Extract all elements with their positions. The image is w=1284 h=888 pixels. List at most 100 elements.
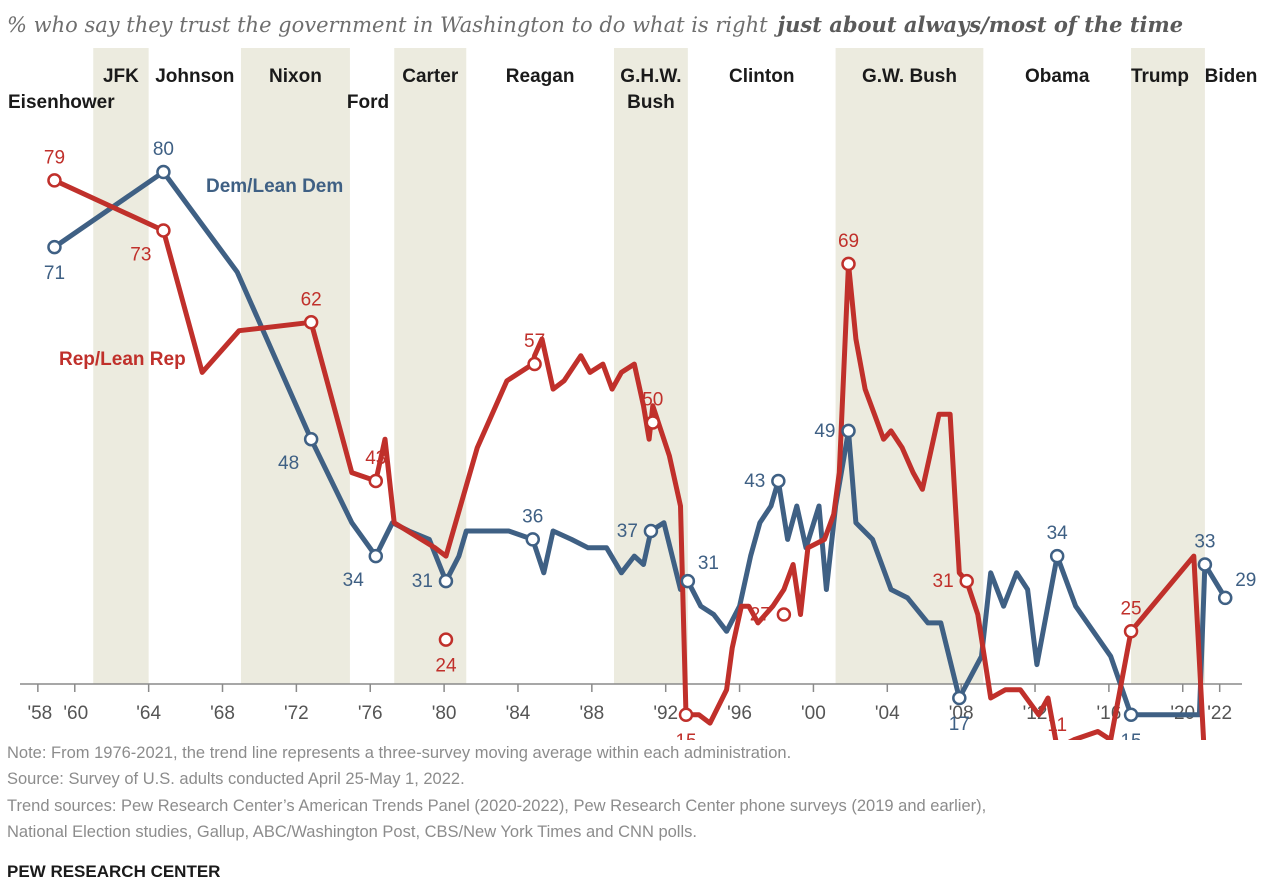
marker-dem-lean-dem-29 [1217, 590, 1233, 606]
data-label-dem-lean-dem-23: 43 [744, 471, 765, 492]
data-label-dem-lean-dem-17: 48 [278, 453, 299, 474]
marker-dem-lean-dem-19 [438, 573, 454, 589]
shade-g-w-bush [835, 48, 984, 684]
marker-rep-lean-rep-6 [645, 415, 661, 430]
data-label-dem-lean-dem-27: 15 [1120, 731, 1141, 740]
marker-dem-lean-dem-28 [1197, 557, 1213, 572]
data-label-rep-lean-rep-0: 79 [44, 147, 65, 168]
data-label-rep-lean-rep-12: 25 [1120, 598, 1141, 619]
series-label-dem: Dem/Lean Dem [206, 176, 343, 197]
president-eisenhower: Eisenhower [8, 92, 115, 113]
pew-research-center-logo: PEW RESEARCH CENTER [7, 862, 221, 881]
data-label-dem-lean-dem-28: 33 [1194, 531, 1215, 552]
trend-sources-line-2: National Election studies, Gallup, ABC/W… [7, 823, 697, 841]
marker-rep-lean-rep-9 [841, 256, 856, 272]
data-label-dem-lean-dem-19: 31 [412, 571, 433, 592]
x-tick-label-1992: '92 [653, 703, 678, 724]
president-g-h-w-bush: G.H.W. Bush [620, 66, 681, 113]
marker-dem-lean-dem-17 [303, 431, 319, 447]
marker-dem-lean-dem-21 [643, 523, 659, 539]
marker-dem-lean-dem-22 [680, 573, 696, 589]
president-nixon: Nixon [269, 66, 322, 87]
data-label-rep-lean-rep-7: 15 [675, 731, 696, 740]
x-tick-label-1968: '68 [210, 703, 235, 724]
line-dem-lean-dem [52, 169, 1228, 718]
president-labels: Eisenhower JFK Johnson Nixon Ford Carter Reaga… [8, 66, 1257, 113]
president-biden: Biden [1205, 66, 1258, 87]
chart-title-plain: % who say they trust the government in W… [7, 13, 768, 37]
president-ford: Ford [347, 92, 389, 113]
marker-dem-lean-dem-24 [841, 423, 856, 439]
chart-title: % who say they trust the government in W… [7, 12, 1183, 37]
president-carter: Carter [402, 66, 459, 87]
x-tick-label-1972: '72 [284, 703, 309, 724]
marker-rep-lean-rep-7 [678, 707, 694, 722]
data-label-rep-lean-rep-3: 43 [365, 448, 386, 469]
x-tick-label-1996: '96 [727, 703, 752, 724]
data-label-rep-lean-rep-1: 73 [130, 244, 151, 265]
shade-jfk [93, 48, 149, 684]
data-label-dem-lean-dem-16: 80 [153, 139, 174, 160]
marker-rep-lean-rep-8 [776, 607, 792, 622]
x-tick-label-1976: '76 [358, 703, 383, 724]
shade-nixon [240, 48, 350, 684]
line-rep-lean-rep [52, 177, 1207, 740]
marker-rep-lean-rep-10 [959, 573, 974, 589]
data-label-rep-lean-rep-11: 11 [1047, 715, 1067, 736]
marker-rep-lean-rep-0 [47, 173, 62, 188]
x-tick-label-1988: '88 [579, 703, 604, 724]
x-tick-label-2022: '22 [1207, 703, 1232, 724]
marker-rep-lean-rep-1 [156, 223, 171, 238]
marker-dem-lean-dem-27 [1123, 707, 1139, 722]
marker-rep-lean-rep-3 [368, 473, 384, 489]
data-label-rep-lean-rep-5: 57 [524, 331, 545, 352]
trend-sources-line-1: Trend sources: Pew Research Center’s Ame… [7, 797, 987, 815]
data-label-rep-lean-rep-10: 31 [933, 571, 954, 592]
data-label-rep-lean-rep-4: 24 [435, 656, 457, 677]
marker-dem-lean-dem-23 [771, 473, 786, 489]
marker-rep-lean-rep-5 [527, 356, 542, 372]
x-tick-label-1964: '64 [136, 703, 161, 724]
x-tick-label-1984: '84 [506, 703, 531, 724]
data-label-rep-lean-rep-8: 27 [750, 605, 771, 626]
data-label-dem-lean-dem-29: 29 [1235, 570, 1256, 591]
x-tick-label-1958: '58 [27, 703, 52, 724]
data-label-dem-lean-dem-21: 37 [617, 521, 638, 542]
president-johnson: Johnson [155, 66, 234, 87]
chart-title-emphasis: just about always/most of the time [774, 12, 1184, 37]
marker-dem-lean-dem-25 [952, 690, 967, 706]
labeled-markers: 7973624324575015276931112599718048343136… [44, 139, 1256, 740]
data-label-dem-lean-dem-20: 36 [522, 506, 543, 527]
data-label-dem-lean-dem-22: 31 [698, 553, 719, 574]
marker-rep-lean-rep-12 [1123, 624, 1139, 639]
president-g-w-bush: G.W. Bush [862, 66, 957, 87]
marker-dem-lean-dem-15 [47, 239, 62, 255]
data-label-rep-lean-rep-9: 69 [838, 231, 859, 252]
data-label-dem-lean-dem-26: 34 [1047, 523, 1069, 544]
x-tick-label-2008: '08 [949, 703, 974, 724]
shade-g-h-w-bush [613, 48, 688, 684]
series-label-rep: Rep/Lean Rep [59, 349, 186, 370]
series-lines [52, 169, 1228, 740]
shade-carter [394, 48, 467, 684]
x-tick-label-2000: '00 [801, 703, 826, 724]
marker-dem-lean-dem-20 [525, 532, 540, 547]
data-label-dem-lean-dem-18: 34 [343, 570, 365, 591]
president-jfk: JFK [103, 66, 139, 87]
x-tick-label-1980: '80 [432, 703, 457, 724]
marker-rep-lean-rep-4 [438, 632, 454, 647]
x-tick-label-1960: '60 [63, 703, 88, 724]
marker-rep-lean-rep-2 [303, 315, 319, 330]
data-label-dem-lean-dem-24: 49 [814, 421, 835, 442]
president-trump: Trump [1131, 66, 1189, 87]
marker-dem-lean-dem-16 [156, 164, 171, 180]
data-label-dem-lean-dem-25: 17 [949, 714, 970, 735]
data-label-rep-lean-rep-2: 62 [301, 289, 322, 310]
president-reagan: Reagan [506, 66, 575, 87]
administration-shading [93, 48, 1205, 684]
marker-dem-lean-dem-26 [1049, 548, 1065, 564]
data-label-dem-lean-dem-15: 71 [44, 263, 65, 284]
marker-dem-lean-dem-18 [368, 548, 384, 564]
chart-note: Note: From 1976-2021, the trend line rep… [7, 744, 792, 762]
trust-chart: % who say they trust the government in W… [7, 12, 1257, 740]
